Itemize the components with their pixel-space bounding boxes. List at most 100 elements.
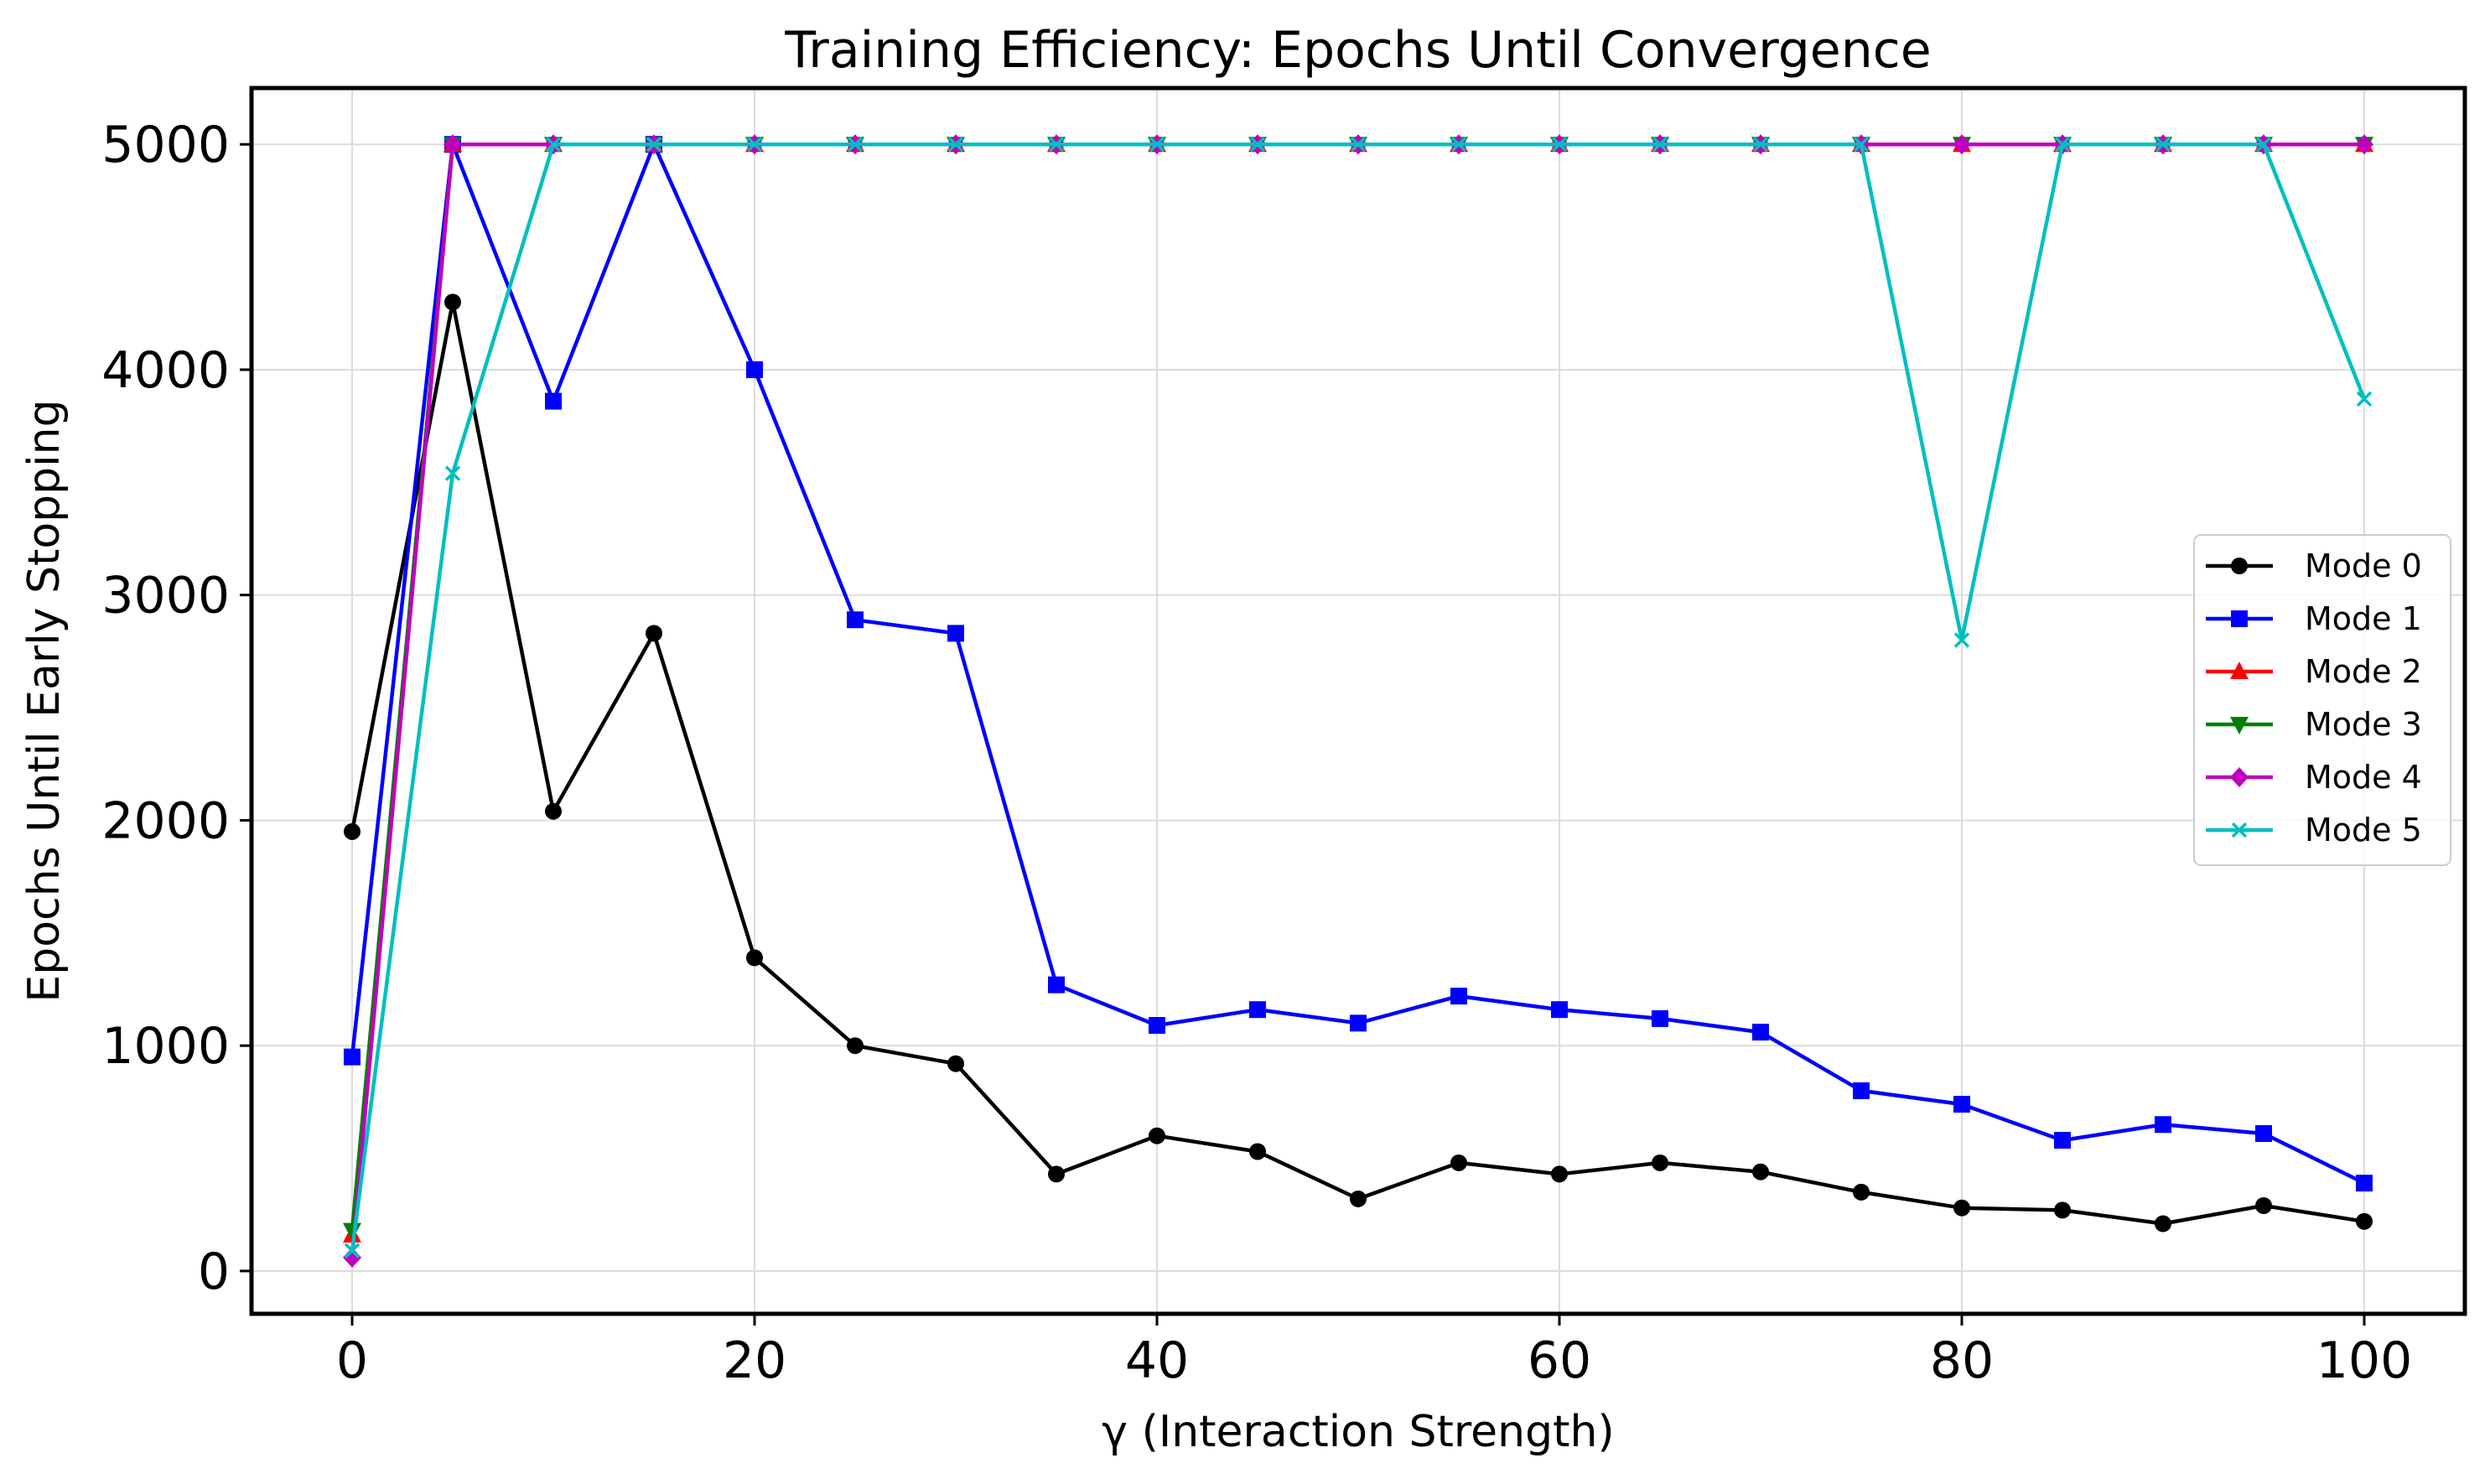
data-point [344, 1243, 361, 1258]
x-tick-label: 100 [2316, 1331, 2413, 1390]
data-point [2054, 1132, 2071, 1149]
data-point [2155, 1215, 2171, 1232]
legend-marker [2231, 558, 2248, 574]
legend-marker [2230, 767, 2249, 787]
legend-label: Mode 2 [2305, 653, 2422, 690]
data-point [1249, 136, 1266, 153]
data-point [1953, 134, 1971, 155]
legend-item: Mode 2 [2206, 653, 2422, 690]
data-point [1752, 1024, 1769, 1041]
data-point [847, 1037, 864, 1055]
series-1 [344, 136, 2373, 1192]
data-point [1149, 1127, 1165, 1144]
data-point [1450, 988, 1467, 1005]
data-point [1249, 1001, 1266, 1019]
data-point [343, 1247, 361, 1268]
legend-marker [2230, 717, 2249, 734]
legend-marker [2231, 610, 2248, 627]
legend-item: Mode 4 [2206, 759, 2422, 796]
data-point [1350, 1014, 1367, 1032]
legend-marker [2231, 822, 2248, 838]
series-group [343, 134, 2373, 1268]
data-point [2255, 1197, 2272, 1214]
legend-item: Mode 5 [2206, 812, 2422, 848]
data-point [1853, 1082, 1870, 1099]
data-point [1551, 1001, 1568, 1019]
data-point [2356, 391, 2373, 407]
y-tick-label: 1000 [101, 1017, 230, 1076]
legend-label: Mode 1 [2305, 600, 2422, 637]
x-axis-label: γ (Interaction Strength) [1102, 1407, 1614, 1457]
data-point [2054, 136, 2071, 153]
data-point [2255, 136, 2272, 153]
data-point [1048, 1165, 1065, 1183]
series-0 [344, 293, 2373, 1232]
data-point [947, 625, 964, 642]
legend: Mode 0 Mode 1 Mode 2 Mode 3 Mode 4 Mode 5 [2193, 534, 2451, 866]
data-point [444, 134, 462, 155]
data-point [1652, 1009, 1668, 1027]
data-point [646, 136, 662, 153]
data-point [1450, 1154, 1467, 1171]
x-tick-label: 20 [723, 1331, 786, 1390]
data-point [1450, 136, 1467, 153]
chart-title: Training Efficiency: Epochs Until Conver… [784, 21, 1931, 80]
series-5 [344, 136, 2373, 1258]
data-point [1149, 136, 1165, 153]
data-point [545, 802, 562, 820]
data-point [1149, 1017, 1165, 1034]
legend-item: Mode 0 [2206, 547, 2422, 584]
legend-marker [2230, 662, 2249, 679]
legend-item: Mode 1 [2206, 600, 2422, 637]
data-point [1551, 1165, 1568, 1183]
data-point [746, 136, 763, 153]
data-point [1350, 136, 1367, 153]
data-point [2356, 1175, 2373, 1192]
data-point [1752, 1163, 1769, 1180]
y-tick-label: 0 [198, 1243, 230, 1301]
y-axis-label: Epochs Until Early Stopping [19, 399, 70, 1002]
data-point [545, 392, 562, 410]
data-point [2054, 1201, 2071, 1219]
legend-label: Mode 3 [2305, 706, 2422, 743]
data-point [2356, 1212, 2373, 1230]
y-tick-label: 4000 [101, 341, 230, 400]
data-point [2355, 134, 2373, 155]
legend-label: Mode 5 [2305, 812, 2422, 848]
data-point [646, 625, 662, 642]
legend-label: Mode 4 [2305, 759, 2422, 796]
x-tick-label: 40 [1125, 1331, 1189, 1390]
data-point [1953, 1199, 1970, 1217]
data-point [2155, 136, 2171, 153]
data-point [344, 1048, 361, 1066]
data-point [1752, 136, 1769, 153]
data-point [746, 949, 763, 967]
x-tick-label: 80 [1930, 1331, 1994, 1390]
data-point [1249, 1143, 1266, 1160]
plot-frame [249, 86, 2467, 1316]
legend-label: Mode 0 [2305, 547, 2422, 584]
data-point [947, 1055, 964, 1072]
data-point [444, 293, 461, 311]
data-point [847, 136, 864, 153]
y-tick-label: 2000 [101, 791, 230, 850]
data-point [2155, 1116, 2171, 1134]
data-point [746, 361, 763, 378]
data-point [1350, 1190, 1367, 1207]
legend-item: Mode 3 [2206, 706, 2422, 743]
y-tick-label: 5000 [101, 116, 230, 174]
data-point [1853, 136, 1870, 153]
data-point [444, 465, 461, 481]
data-point [947, 136, 964, 153]
data-point [1652, 1154, 1668, 1171]
data-point [344, 822, 361, 840]
data-point [1953, 1096, 1970, 1113]
x-tick-label: 0 [336, 1331, 368, 1390]
data-point [1953, 632, 1970, 648]
data-point [545, 136, 562, 153]
y-tick-label: 3000 [101, 567, 230, 625]
x-tick-label: 60 [1528, 1331, 1591, 1390]
data-point [1048, 976, 1065, 994]
data-point [1652, 136, 1668, 153]
